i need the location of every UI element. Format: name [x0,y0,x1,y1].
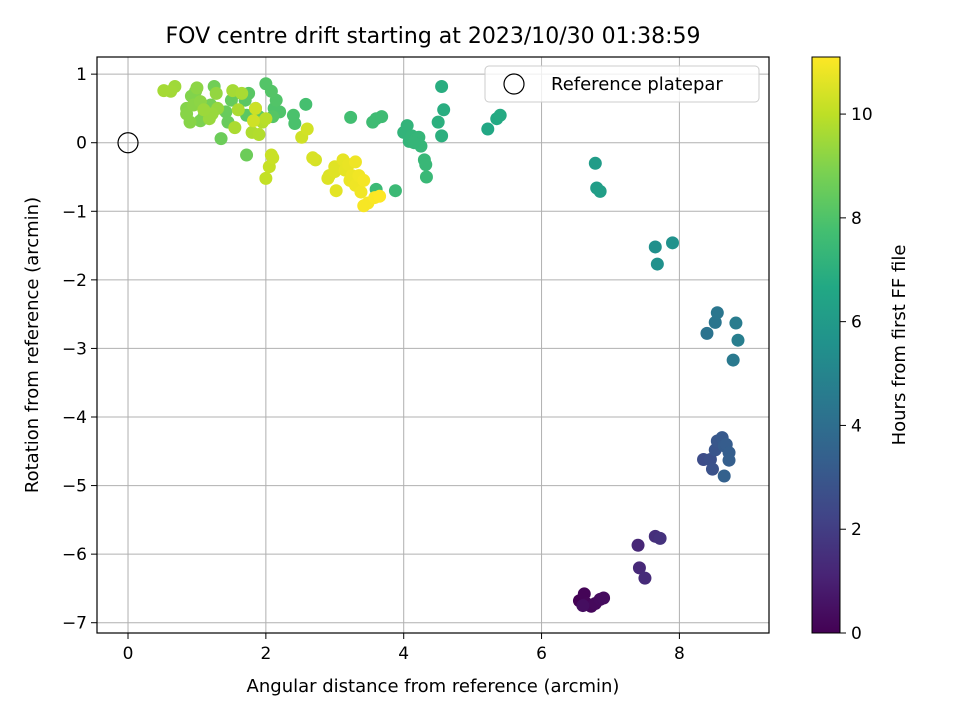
data-point [431,115,445,129]
y-tick-label: −1 [62,202,87,222]
y-tick-label: −3 [62,339,87,359]
data-point [252,127,266,141]
colorbar-ticks: 0 2 4 6 8 10 [840,105,873,644]
grid-lines [97,57,769,633]
data-point [300,122,314,136]
data-point [197,103,211,117]
data-point [375,110,389,124]
data-point [373,189,387,203]
colorbar-tick-label: 8 [851,209,862,229]
data-point [493,108,507,122]
data-point [183,115,197,129]
data-point [231,103,245,117]
plot-frame [96,56,770,634]
x-tick-label: 2 [260,644,271,664]
data-point [726,353,740,367]
y-tick-label: 0 [76,134,87,154]
data-point [288,117,302,131]
colorbar-tick-label: 0 [851,624,862,644]
data-point [249,101,263,115]
data-point [666,236,680,250]
data-point [400,119,414,133]
data-point [228,121,242,135]
data-point [588,156,602,170]
data-point [259,112,273,126]
data-point [710,306,724,320]
data-point [437,103,451,117]
data-point [344,110,358,124]
data-point [597,591,611,605]
colorbar-gradient [811,56,841,634]
data-point [329,184,343,198]
chart-title: FOV centre drift starting at 2023/10/30 … [166,24,701,49]
legend: Reference platepar [484,65,760,103]
data-point [722,453,736,467]
data-point [246,114,260,128]
y-axis: 1 0 −1 −2 −3 −4 −5 −6 −7 [62,65,97,634]
data-point [157,84,171,98]
x-axis-label: Angular distance from reference (arcmin) [247,676,620,697]
legend-box [484,65,760,103]
data-point [299,97,313,111]
data-point [235,86,249,100]
data-point [306,151,320,165]
y-tick-label: −6 [62,545,87,565]
data-point [419,158,433,172]
data-point [224,93,238,107]
colorbar-tick-label: 4 [851,416,862,436]
data-point [388,184,402,198]
colorbar-tick-label: 2 [851,520,862,540]
data-point [435,79,449,93]
data-point [705,462,719,476]
data-point [650,257,664,271]
data-point [259,77,273,91]
colorbar-tick-label: 10 [851,105,873,125]
data-point [729,316,743,330]
points-layer [157,77,745,613]
y-tick-label: −7 [62,614,87,634]
data-point [632,561,646,575]
data-point [407,136,421,150]
data-point [653,531,667,545]
y-tick-label: 1 [76,65,87,85]
data-point [717,469,731,483]
data-point [419,170,433,184]
legend-label: Reference platepar [551,74,723,95]
y-tick-label: −4 [62,408,87,428]
data-point [576,599,590,613]
data-point [348,155,362,169]
data-point [266,151,280,165]
data-point [190,81,204,95]
data-point [638,571,652,585]
x-axis: 0 2 4 6 8 [123,633,685,664]
data-point [209,86,223,100]
colorbar: 0 2 4 6 8 10 Hours from first FF file [811,56,910,644]
x-tick-label: 4 [398,644,409,664]
colorbar-tick-label: 6 [851,313,862,333]
data-point [700,326,714,340]
data-point [357,173,371,187]
reference-marker [117,132,139,154]
y-tick-label: −5 [62,477,87,497]
data-point [259,171,273,185]
y-tick-label: −2 [62,271,87,291]
legend-marker [503,73,525,95]
data-point [354,185,368,199]
data-point [435,129,449,143]
y-axis-label: Rotation from reference (arcmin) [22,197,43,493]
data-point [648,240,662,254]
x-tick-label: 0 [123,644,134,664]
reference-point [117,132,139,154]
x-tick-label: 6 [536,644,547,664]
data-point [214,132,228,146]
data-point [240,148,254,162]
data-point [631,538,645,552]
data-point [731,333,745,347]
data-point [593,184,607,198]
data-point [328,165,342,179]
x-tick-label: 8 [674,644,685,664]
colorbar-label: Hours from first FF file [889,245,910,446]
data-point [481,122,495,136]
